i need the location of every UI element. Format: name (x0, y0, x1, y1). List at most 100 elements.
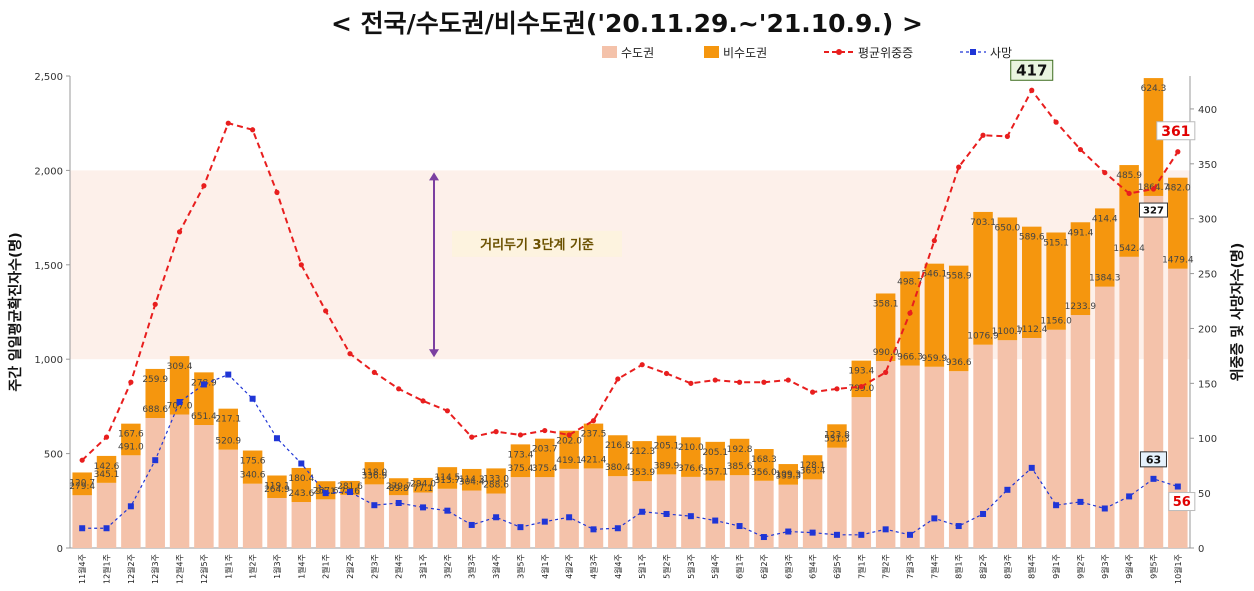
point-deaths (785, 528, 792, 535)
bar-capital (267, 497, 287, 548)
data-label-capital: 385.6 (727, 462, 753, 472)
x-tick-label: 7월4주 (929, 554, 939, 579)
point-deaths (1028, 464, 1035, 471)
point-avg-critical (298, 262, 304, 268)
bar-noncapital (121, 423, 141, 456)
point-avg-critical (1053, 119, 1059, 125)
data-label-noncapital: 309.4 (167, 362, 193, 372)
point-avg-critical (323, 308, 329, 314)
callout-label: 56 (1173, 495, 1191, 510)
data-label-capital: 1076.9 (967, 332, 999, 342)
point-avg-critical (615, 376, 621, 382)
point-avg-critical (542, 427, 548, 434)
x-tick-label: 3월4주 (491, 554, 501, 579)
data-label-noncapital: 173.4 (508, 450, 534, 460)
bar-noncapital (486, 468, 506, 494)
bar-noncapital (632, 441, 652, 482)
data-label-noncapital: 202.0 (556, 437, 582, 447)
bar-capital (96, 482, 117, 548)
data-label-noncapital: 216.8 (605, 441, 631, 451)
point-deaths (249, 395, 256, 402)
point-deaths (1101, 505, 1108, 512)
bar-noncapital (778, 464, 798, 485)
data-label-capital: 336.9 (361, 471, 387, 481)
point-avg-critical (810, 389, 816, 395)
point-avg-critical (834, 386, 840, 392)
point-deaths (444, 507, 451, 514)
bar-noncapital (267, 475, 287, 498)
bar-noncapital (973, 211, 993, 345)
x-tick-label: 6월5주 (832, 554, 842, 579)
callout-label: 327 (1143, 206, 1164, 217)
bar-noncapital (535, 438, 555, 478)
x-tick-label: 9월1주 (1051, 554, 1061, 579)
point-deaths (663, 510, 670, 517)
point-deaths (371, 502, 378, 509)
bar-capital (315, 499, 336, 548)
bar-noncapital (608, 435, 628, 477)
x-tick-label: 8월2주 (978, 554, 988, 579)
data-label-capital: 936.6 (946, 358, 972, 368)
x-tick-label: 4월1주 (540, 554, 550, 579)
bar-capital (559, 468, 579, 548)
data-label-noncapital: 192.8 (727, 445, 753, 455)
bar-capital (169, 414, 190, 548)
bar-noncapital (681, 437, 701, 477)
point-avg-critical (444, 408, 450, 414)
x-tick-label: 3월2주 (442, 554, 452, 579)
data-label-capital: 353.9 (629, 468, 655, 478)
point-deaths (541, 518, 548, 525)
legend-swatch-noncapital (704, 46, 719, 58)
point-avg-critical (128, 379, 134, 385)
data-label-capital: 376.6 (678, 464, 704, 474)
data-label-capital: 1542.4 (1113, 244, 1145, 254)
point-deaths (79, 525, 86, 532)
y-axis-right: 0 50 100 150 200 250 300 350 400 (1189, 76, 1217, 555)
data-label-capital: 419.1 (556, 456, 582, 466)
data-label-noncapital: 109.3 (775, 470, 801, 480)
bar-noncapital (1143, 78, 1164, 196)
x-tick-label: 7월3주 (905, 554, 915, 579)
bar-noncapital (1070, 222, 1091, 316)
data-label-capital: 389.9 (654, 461, 680, 471)
bar-noncapital (218, 408, 238, 450)
x-tick-label: 9월5주 (1148, 554, 1158, 579)
bar-capital (1095, 286, 1115, 548)
data-label-capital: 380.4 (605, 463, 631, 473)
point-avg-critical (1150, 186, 1157, 192)
data-label-noncapital: 259.9 (142, 375, 168, 385)
x-tick-label: 9월3주 (1100, 554, 1110, 579)
bar-capital (1046, 329, 1066, 548)
x-tick-label: 4월2주 (564, 554, 574, 579)
data-label-capital: 279.7 (386, 482, 412, 492)
data-label-noncapital: 203.7 (532, 445, 558, 455)
point-avg-critical (1126, 190, 1132, 197)
data-label-noncapital: 515.1 (1043, 238, 1069, 248)
data-label-capital: 959.9 (921, 354, 947, 364)
x-tick-label: 6월2주 (759, 554, 769, 579)
data-label-noncapital: 358.1 (873, 299, 899, 309)
x-tick-label: 10월1주 (1173, 554, 1183, 584)
data-label-capital: 357.1 (702, 468, 728, 478)
point-avg-critical (1029, 87, 1035, 93)
point-deaths (712, 517, 719, 524)
bar-noncapital (462, 468, 482, 491)
point-avg-critical (225, 120, 231, 126)
callout-label: 63 (1146, 453, 1161, 466)
bar-noncapital (875, 293, 896, 362)
point-avg-critical (736, 379, 743, 385)
point-deaths (1126, 493, 1133, 500)
bar-noncapital (242, 450, 263, 484)
bar-noncapital (754, 449, 774, 481)
point-avg-critical (761, 379, 767, 385)
point-deaths (858, 531, 865, 538)
point-avg-critical (201, 183, 207, 189)
x-tick-label: 7월1주 (856, 554, 866, 579)
point-avg-critical (663, 370, 670, 377)
point-deaths (225, 371, 232, 378)
x-tick-label: 12월5주 (199, 554, 209, 584)
y-tick-left: 0 (57, 544, 63, 555)
bar-capital (510, 477, 531, 548)
data-label-capital: 313.7 (435, 476, 461, 486)
bar-noncapital (1095, 208, 1115, 287)
